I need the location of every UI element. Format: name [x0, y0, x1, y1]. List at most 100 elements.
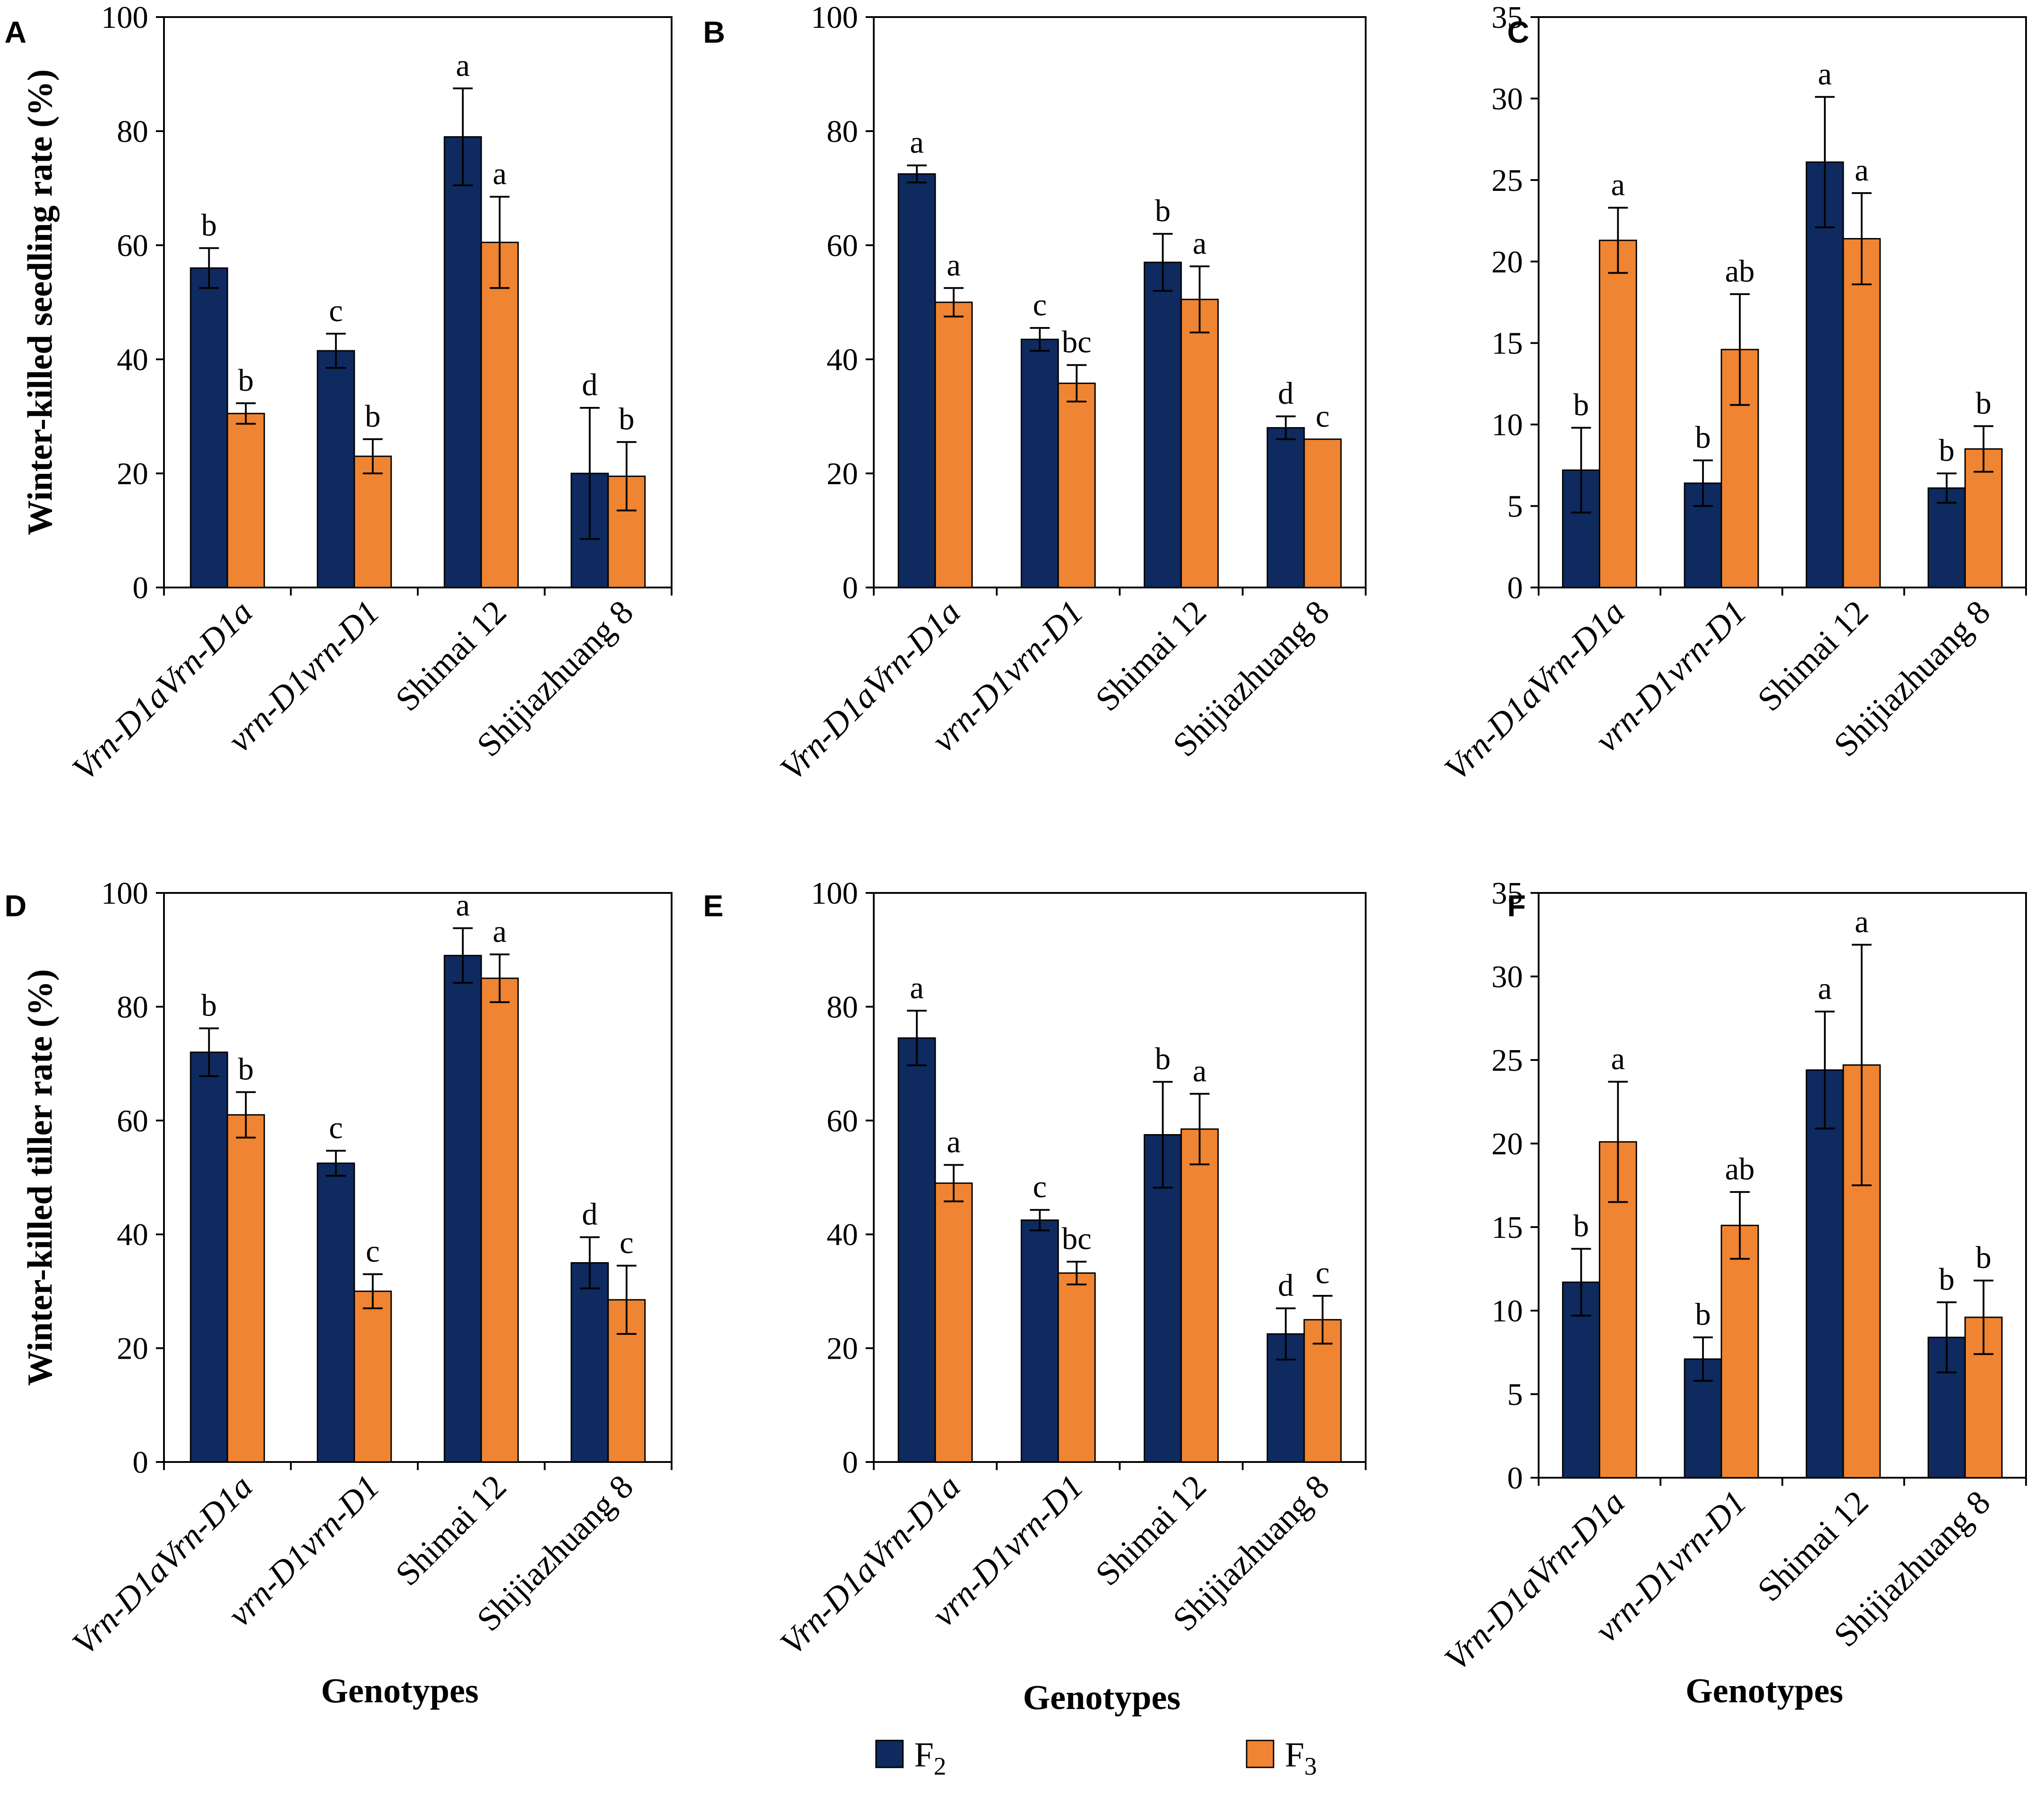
significance-letter: b [1155, 194, 1171, 229]
bar-F2 [1805, 161, 1844, 588]
y-tick-label: 100 [101, 0, 148, 35]
legend-label-main: F [914, 1735, 934, 1774]
bar-F3 [1721, 1224, 1759, 1479]
significance-letter: c [329, 1111, 343, 1145]
category-label: Shimai 12 [1750, 1484, 1876, 1609]
bar-F3 [1057, 382, 1096, 588]
y-tick-label: 30 [1491, 960, 1523, 994]
panel-label: B [703, 15, 725, 49]
significance-letter: b [1976, 386, 1991, 421]
category-label: Shimai 12 [1750, 593, 1876, 719]
y-tick-label: 10 [1491, 1294, 1523, 1329]
y-tick-label: 20 [1491, 245, 1523, 279]
significance-letter: b [1695, 1298, 1711, 1332]
significance-letter: d [1278, 1268, 1294, 1303]
legend-swatch-F3 [1246, 1740, 1274, 1768]
y-tick-label: 0 [842, 571, 858, 605]
significance-letter: b [1976, 1241, 1991, 1275]
significance-letter: a [1193, 226, 1207, 261]
y-tick-label: 60 [827, 1104, 858, 1139]
significance-letter: b [1573, 1209, 1589, 1243]
bar-F3 [1599, 239, 1637, 588]
bar-F2 [1143, 1134, 1182, 1463]
bar-F3 [934, 1182, 973, 1463]
y-tick-label: 20 [117, 457, 148, 491]
significance-letter: d [582, 368, 597, 402]
category-label: Shimai 12 [1088, 593, 1214, 719]
y-tick-label: 5 [1507, 1378, 1523, 1412]
panel-label: E [703, 889, 723, 923]
y-tick-label: 25 [1491, 163, 1523, 198]
y-tick-label: 0 [842, 1445, 858, 1480]
category-label: Vrn-D1aVrn-D1a [1437, 593, 1632, 788]
y-tick-label: 60 [827, 229, 858, 263]
bar-F3 [1303, 438, 1342, 588]
category-label: Shimai 12 [1088, 1468, 1214, 1593]
significance-letter: b [1939, 433, 1955, 468]
legend-swatch-F2 [875, 1740, 904, 1768]
y-tick-label: 35 [1491, 876, 1523, 911]
panel-B: B020406080100aaVrn-D1aVrn-D1acbcvrn-D1vr… [703, 0, 1367, 788]
bar-F2 [190, 267, 228, 588]
significance-letter: bc [1062, 1222, 1092, 1256]
significance-letter: c [1033, 288, 1047, 322]
panel-D: D020406080100bbVrn-D1aVrn-D1accvrn-D1vrn… [4, 876, 672, 1710]
y-tick-label: 100 [101, 876, 148, 911]
significance-letter: a [493, 157, 507, 191]
y-tick-label: 60 [117, 1104, 148, 1139]
significance-letter: b [619, 402, 634, 437]
y-tick-label: 0 [133, 1445, 148, 1480]
significance-letter: c [366, 1234, 380, 1269]
bar-F3 [480, 242, 519, 588]
category-label: Shimai 12 [388, 593, 513, 719]
panel-label: F [1507, 889, 1526, 923]
y-tick-label: 20 [1491, 1127, 1523, 1162]
bar-F2 [1021, 1219, 1059, 1463]
significance-letter: a [947, 1125, 960, 1160]
y-tick-label: 40 [827, 343, 858, 377]
significance-letter: a [1193, 1054, 1207, 1088]
significance-letter: a [1818, 57, 1832, 92]
significance-letter: a [947, 248, 960, 283]
bar-F2 [317, 1162, 355, 1463]
significance-letter: b [201, 208, 217, 243]
y-tick-label: 100 [811, 0, 858, 35]
bar-F2 [1266, 427, 1305, 588]
bar-F2 [1021, 339, 1059, 588]
significance-letter: b [238, 363, 254, 398]
panel-A: A020406080100bbVrn-D1aVrn-D1acbvrn-D1vrn… [4, 0, 672, 788]
significance-letter: b [1939, 1262, 1955, 1297]
panel-E: E020406080100aaVrn-D1aVrn-D1acbcvrn-D1vr… [703, 876, 1367, 1717]
significance-letter: a [1611, 1042, 1625, 1076]
bar-F2 [898, 173, 936, 588]
bar-F2 [1805, 1069, 1844, 1479]
category-label: Vrn-D1aVrn-D1a [65, 593, 260, 788]
y-tick-label: 20 [827, 1332, 858, 1366]
y-tick-label: 80 [827, 990, 858, 1025]
category-label: Vrn-D1aVrn-D1a [65, 1468, 260, 1663]
bar-F3 [354, 1290, 392, 1463]
significance-letter: c [1316, 1256, 1330, 1290]
y-tick-label: 80 [117, 115, 148, 149]
bar-F3 [1180, 299, 1219, 588]
significance-letter: b [365, 399, 380, 434]
panel-label: C [1507, 15, 1529, 49]
significance-letter: c [619, 1226, 633, 1260]
panel-C: C05101520253035baVrn-D1aVrn-D1ababvrn-D1… [1437, 0, 2027, 788]
significance-letter: d [582, 1197, 597, 1232]
legend: F2 F3 [875, 1735, 1317, 1780]
panel-label: A [4, 15, 27, 49]
significance-letter: b [201, 989, 217, 1023]
legend-label-subscript: 2 [934, 1753, 946, 1780]
y-tick-label: 5 [1507, 490, 1523, 524]
panel-label: D [4, 889, 27, 923]
bar-F3 [1842, 238, 1881, 588]
category-label: Shimai 12 [388, 1468, 513, 1593]
significance-letter: c [1316, 399, 1330, 434]
legend-label-F3: F3 [1285, 1735, 1317, 1780]
legend-label-main: F [1285, 1735, 1304, 1774]
category-label: Vrn-D1aVrn-D1a [773, 593, 968, 788]
y-tick-label: 15 [1491, 1210, 1523, 1245]
bar-F2 [190, 1051, 228, 1463]
